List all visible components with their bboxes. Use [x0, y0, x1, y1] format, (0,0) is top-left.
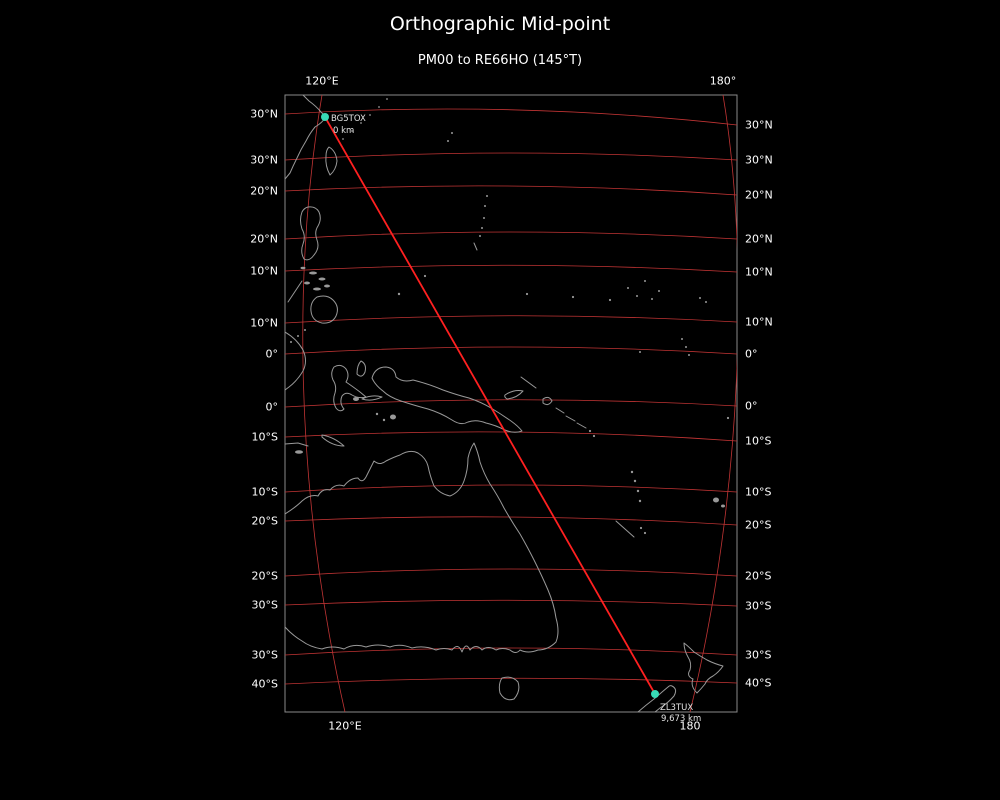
- lat-tick-left: 30°N: [250, 107, 278, 121]
- lat-tick-right: 10°S: [745, 434, 772, 448]
- graticule-parallels: [285, 108, 737, 685]
- coastline-timor: [321, 434, 345, 447]
- coastline-new-caledonia: [615, 520, 635, 538]
- lat-tick-left: 10°S: [251, 430, 278, 444]
- destination-callsign-label: ZL3TUX: [660, 703, 694, 713]
- lat-tick-left: 0°: [265, 400, 279, 414]
- coastline-sulawesi: [331, 364, 367, 412]
- coastline-tasmania: [498, 676, 520, 701]
- coastline-luzon: [300, 206, 321, 261]
- coastline-china: [285, 95, 327, 180]
- lat-tick-right: 10°N: [745, 265, 773, 279]
- origin-marker: [321, 113, 329, 121]
- lat-tick-right: 20°N: [745, 188, 773, 202]
- figure-subtitle: PM00 to RE66HO (145°T): [417, 53, 583, 68]
- lat-tick-right: 40°S: [745, 676, 772, 690]
- lat-tick-right: 10°S: [745, 485, 772, 499]
- coastline-halmahera: [356, 360, 366, 377]
- coastline-solomons-3: [576, 422, 587, 429]
- lat-tick-right: 30°N: [745, 153, 773, 167]
- lat-tick-left: 20°N: [250, 232, 278, 246]
- lat-tick-right: 30°N: [745, 118, 773, 132]
- lat-tick-right: 0°: [745, 347, 758, 361]
- coastline-new-ireland: [520, 376, 537, 389]
- lat-tick-left: 20°S: [251, 569, 278, 583]
- lat-tick-right: 20°N: [745, 232, 773, 246]
- destination-marker: [651, 690, 659, 698]
- coastline-borneo: [285, 331, 306, 391]
- lat-tick-left: 30°S: [251, 648, 278, 662]
- coastlines: [285, 95, 724, 712]
- lat-tick-left: 40°S: [251, 677, 278, 691]
- figure-title: Orthographic Mid-point: [389, 13, 611, 35]
- great-circle-path: [324, 116, 656, 695]
- lat-tick-right: 20°S: [745, 569, 772, 583]
- map-frame: [284, 94, 738, 713]
- coastline-lesser-sunda: [285, 442, 309, 447]
- coastline-guam: [473, 242, 478, 251]
- lat-tick-right: 0°: [745, 399, 758, 413]
- lon-tick-top: 120°E: [305, 74, 339, 88]
- endpoint-markers: [321, 113, 659, 698]
- lat-tick-left: 10°N: [250, 264, 278, 278]
- lat-tick-right: 30°S: [745, 648, 772, 662]
- lat-tick-right: 10°N: [745, 315, 773, 329]
- lat-tick-left: 10°N: [250, 316, 278, 330]
- lat-tick-left: 30°S: [251, 598, 278, 612]
- coastline-new-britain: [504, 390, 524, 400]
- lat-tick-right: 20°S: [745, 518, 772, 532]
- lon-tick-bottom: 180: [679, 719, 701, 733]
- coastline-nz-north-island: [683, 642, 724, 694]
- coastline-australia: [285, 442, 559, 653]
- lon-tick-bottom: 120°E: [328, 719, 362, 733]
- lat-tick-right: 30°S: [745, 599, 772, 613]
- lat-tick-left: 30°N: [250, 153, 278, 167]
- coastline-solomons-2: [565, 415, 576, 422]
- coastline-new-guinea: [371, 366, 523, 433]
- coastline-nz-south-island: [637, 685, 677, 712]
- coastline-bougainville: [542, 396, 553, 406]
- origin-callsign-label: BG5TOX: [331, 114, 366, 124]
- island-dots: [290, 98, 730, 535]
- lon-tick-top: 180°: [709, 74, 737, 88]
- lat-tick-left: 10°S: [251, 485, 278, 499]
- lat-tick-left: 20°N: [250, 184, 278, 198]
- destination-distance-label: 9,673 km: [661, 714, 702, 724]
- lat-tick-left: 0°: [265, 347, 279, 361]
- coastline-taiwan: [325, 146, 338, 176]
- lat-tick-left: 20°S: [251, 514, 278, 528]
- coastline-solomons-1: [555, 407, 565, 414]
- coastline-seram: [361, 395, 383, 401]
- origin-distance-label: 0 km: [333, 126, 355, 136]
- coastline-mindanao: [310, 295, 338, 324]
- coastline-palawan: [287, 280, 303, 303]
